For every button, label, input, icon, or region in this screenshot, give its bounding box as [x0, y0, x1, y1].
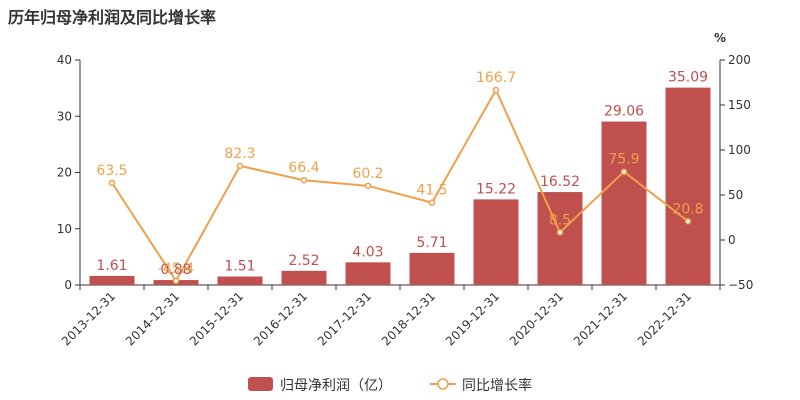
- y-left-tick-label: 40: [57, 53, 72, 67]
- x-tick-label: 2017-12-31: [315, 289, 374, 348]
- line-value-label: 66.4: [288, 160, 319, 176]
- bar: [217, 276, 263, 285]
- line-value-label: 41.5: [416, 183, 447, 199]
- y-right-unit: %: [714, 31, 726, 45]
- line-point: [108, 179, 116, 187]
- y-right-tick-label: 150: [728, 98, 751, 112]
- bar-value-label: 15.22: [476, 181, 516, 197]
- line-point: [172, 277, 180, 285]
- line-value-label: 8.5: [549, 212, 571, 228]
- growth-line: [111, 87, 689, 283]
- bar-value-label: 29.06: [604, 104, 644, 120]
- y-right-tick-label: −50: [728, 278, 753, 292]
- bar-value-label: 0.88: [160, 262, 191, 278]
- y-right-tick-label: 0: [728, 233, 736, 247]
- x-tick-label: 2013-12-31: [59, 289, 118, 348]
- legend-bar-label: 归母净利润（亿）: [280, 377, 392, 394]
- line-point: [620, 168, 628, 175]
- bar: [281, 270, 327, 285]
- bar: [665, 87, 711, 286]
- legend-bar-swatch: [248, 377, 273, 391]
- x-tick-label: 2022-12-31: [635, 289, 694, 348]
- y-left-tick-label: 30: [57, 109, 72, 123]
- line-value-label: 166.7: [476, 70, 516, 86]
- bar-value-label: 35.09: [668, 70, 708, 86]
- line-value-label: 63.5: [96, 163, 127, 179]
- bar-value-label: 2.52: [288, 253, 319, 269]
- line-point: [428, 199, 436, 206]
- bar: [409, 252, 455, 285]
- x-tick-label: 2021-12-31: [571, 289, 630, 348]
- legend-line-marker: [437, 378, 449, 390]
- bar-value-label: 16.52: [540, 174, 580, 190]
- bar: [89, 275, 135, 285]
- line-value-label: 82.3: [224, 146, 255, 162]
- bar: [473, 199, 519, 285]
- y-left-tick-label: 0: [64, 278, 72, 292]
- bar: [345, 262, 391, 285]
- line-value-label: 20.8: [672, 201, 703, 217]
- bar-value-label: 4.03: [352, 244, 383, 260]
- bar-value-label: 5.71: [416, 235, 447, 251]
- line-point: [300, 176, 308, 184]
- chart-title: 历年归母净利润及同比增长率: [8, 8, 217, 27]
- legend-line-label: 同比增长率: [462, 377, 532, 394]
- x-tick-label: 2016-12-31: [251, 289, 310, 348]
- line-point: [556, 229, 564, 236]
- line-point: [684, 218, 692, 225]
- line-value-label: 75.9: [608, 152, 639, 168]
- line-value-label: 60.2: [352, 166, 383, 182]
- x-tick-label: 2014-12-31: [123, 289, 182, 348]
- bar: [537, 192, 583, 285]
- line-value-label: -45.4: [158, 261, 194, 277]
- bar: [601, 121, 647, 285]
- bar-value-label: 1.51: [224, 259, 255, 275]
- line-point: [492, 86, 500, 94]
- y-right-tick-label: 50: [728, 188, 743, 202]
- y-right-tick-label: 100: [728, 143, 751, 157]
- x-tick-label: 2015-12-31: [187, 289, 246, 348]
- line-point: [364, 182, 372, 190]
- bar-value-label: 1.61: [96, 258, 127, 274]
- x-tick-label: 2020-12-31: [507, 289, 566, 348]
- x-tick-label: 2018-12-31: [379, 289, 438, 348]
- x-tick-label: 2019-12-31: [443, 289, 502, 348]
- y-left-tick-label: 10: [57, 222, 72, 236]
- line-point: [236, 162, 244, 170]
- y-right-tick-label: 200: [728, 53, 751, 67]
- y-left-tick-label: 20: [57, 166, 72, 180]
